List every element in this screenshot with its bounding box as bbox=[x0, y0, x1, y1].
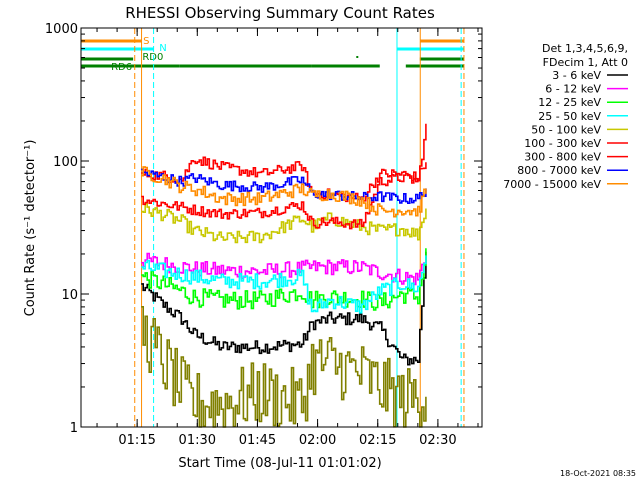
flag-bar-label: S bbox=[143, 36, 149, 47]
legend-label: 7000 - 15000 keV bbox=[503, 178, 601, 191]
x-axis: 01:15 01:30 01:45 02:00 02:15 02:30 bbox=[96, 28, 479, 448]
legend-label: 50 - 100 keV bbox=[531, 123, 601, 136]
y-tick-label: 100 bbox=[53, 155, 78, 170]
flag-bar-dot bbox=[356, 56, 359, 58]
legend-label: 300 - 800 keV bbox=[524, 151, 601, 164]
y-axis-label: Count Rate (s⁻¹ detector⁻¹) bbox=[23, 140, 38, 317]
flag-bar-label: N bbox=[159, 43, 166, 54]
series-line-brown bbox=[141, 305, 427, 428]
legend-header: FDecim 1, Att 0 bbox=[543, 56, 628, 69]
series-group bbox=[141, 123, 427, 428]
flag-bar-label: RD6 bbox=[111, 62, 132, 73]
series-line-100-300-kev bbox=[141, 123, 427, 230]
x-tick-label: 02:30 bbox=[419, 433, 456, 448]
y-tick-label: 1 bbox=[70, 421, 78, 436]
x-tick-label: 01:45 bbox=[239, 433, 276, 448]
x-tick-label: 01:30 bbox=[179, 433, 216, 448]
x-axis-label: Start Time (08-Jul-11 01:01:02) bbox=[178, 456, 381, 471]
legend-label: 25 - 50 keV bbox=[538, 110, 601, 123]
y-axis: 1 10 100 1000 bbox=[45, 22, 482, 436]
series-line-25-50-kev bbox=[141, 255, 427, 314]
legend: Det 1,3,4,5,6,9,FDecim 1, Att 03 - 6 keV… bbox=[503, 42, 628, 191]
plot-frame bbox=[80, 27, 483, 428]
series-line-3-6-kev bbox=[141, 251, 427, 366]
legend-label: 12 - 25 keV bbox=[538, 96, 601, 109]
legend-label: 3 - 6 keV bbox=[552, 69, 601, 82]
y-tick-label: 1000 bbox=[45, 22, 78, 37]
footer-timestamp: 18-Oct-2021 08:35 bbox=[560, 469, 636, 478]
x-tick-label: 02:00 bbox=[299, 433, 336, 448]
series-line-300-800-kev bbox=[141, 156, 427, 203]
legend-label: 800 - 7000 keV bbox=[517, 164, 601, 177]
chart-title: RHESSI Observing Summary Count Rates bbox=[125, 4, 435, 22]
series-line-7000-15000-kev bbox=[141, 166, 427, 218]
x-tick-label: 02:15 bbox=[359, 433, 396, 448]
x-tick-label: 01:15 bbox=[118, 433, 155, 448]
legend-label: 6 - 12 keV bbox=[545, 83, 601, 96]
y-tick-label: 10 bbox=[61, 288, 78, 303]
flag-bar-label: RD0 bbox=[142, 52, 163, 63]
legend-label: 100 - 300 keV bbox=[524, 137, 601, 150]
series-line-50-100-kev bbox=[141, 202, 427, 244]
series-line-6-12-kev bbox=[141, 252, 427, 286]
series-line-800-7000-kev bbox=[141, 168, 427, 204]
legend-header: Det 1,3,4,5,6,9, bbox=[542, 42, 628, 55]
